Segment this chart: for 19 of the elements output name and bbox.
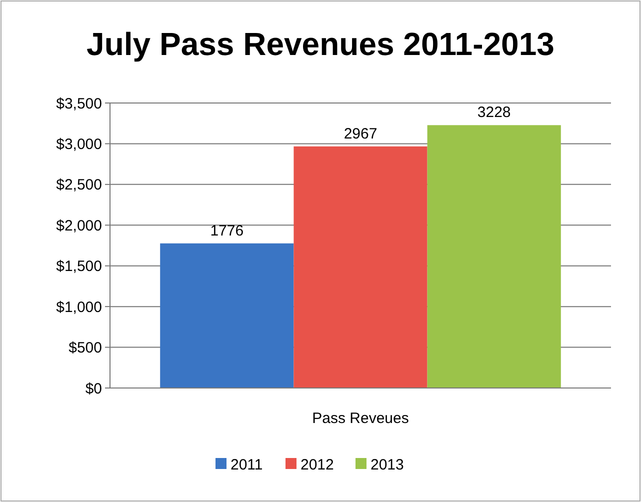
- bar: [160, 243, 294, 388]
- y-tick-label: $2,500: [56, 176, 102, 194]
- y-tick-label: $2,000: [56, 217, 102, 234]
- y-tick-label: $0: [85, 380, 102, 398]
- y-tick-label: $3,500: [56, 95, 102, 112]
- x-tick-label: Pass Reveues: [312, 410, 409, 427]
- legend-label: 2013: [370, 456, 404, 474]
- chart-title: July Pass Revenues 2011-2013: [86, 26, 554, 62]
- data-label: 1776: [210, 222, 244, 240]
- legend-label: 2012: [300, 456, 334, 474]
- bar: [294, 146, 428, 388]
- legend-label: 2011: [230, 456, 263, 474]
- data-label: 3228: [477, 104, 511, 122]
- y-tick-label: $1,000: [56, 298, 102, 316]
- y-tick-label: $1,500: [56, 258, 102, 276]
- y-tick-label: $500: [68, 340, 102, 357]
- data-label: 2967: [344, 125, 378, 142]
- y-tick-label: $3,000: [56, 136, 102, 153]
- bar: [427, 125, 561, 388]
